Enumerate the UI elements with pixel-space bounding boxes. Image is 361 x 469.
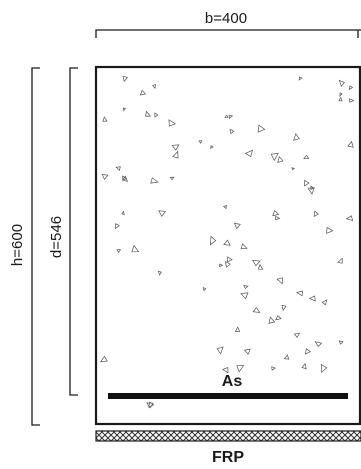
aggregate-speck — [252, 307, 261, 313]
aggregate-speck — [345, 215, 354, 221]
aggregate-speck — [308, 295, 316, 302]
aggregate-speck — [236, 365, 245, 373]
aggregate-speck — [274, 315, 282, 321]
aggregate-speck — [224, 114, 229, 118]
aggregate-speck — [283, 354, 290, 360]
concrete-aggregate-texture — [99, 75, 355, 409]
aggregate-speck — [272, 209, 280, 217]
aggregate-speck — [314, 341, 323, 347]
aggregate-speck — [275, 215, 281, 221]
aggregate-speck — [270, 152, 279, 162]
aggregate-speck — [347, 140, 354, 148]
aggregate-speck — [168, 119, 177, 127]
aggregate-speck — [99, 355, 108, 363]
aggregate-speck — [154, 112, 159, 118]
width-dimension: b=400 — [95, 10, 361, 38]
frp-strip — [95, 430, 361, 442]
aggregate-speck — [171, 144, 180, 151]
aggregate-speck — [115, 223, 120, 230]
aggregate-speck — [131, 244, 140, 253]
aggregate-speck — [157, 270, 162, 276]
aggregate-speck — [240, 243, 248, 250]
aggregate-speck — [226, 256, 233, 263]
aggregate-speck — [321, 363, 328, 373]
aggregate-speck — [145, 110, 152, 117]
aggregate-speck — [349, 98, 355, 103]
aggregate-speck — [228, 115, 234, 120]
effective-depth-dimension: d=546 — [48, 67, 78, 396]
aggregate-speck — [281, 304, 287, 312]
aggregate-speck — [243, 348, 251, 355]
aggregate-speck — [313, 210, 320, 218]
aggregate-speck — [158, 210, 167, 217]
aggregate-speck — [293, 133, 300, 141]
height-dimension: h=600 — [9, 67, 40, 426]
aggregate-speck — [102, 116, 108, 122]
aggregate-speck — [326, 226, 334, 234]
aggregate-speck — [198, 140, 203, 144]
aggregate-speck — [233, 222, 241, 230]
aggregate-speck — [150, 177, 159, 184]
aggregate-speck — [209, 235, 217, 246]
aggregate-speck — [291, 167, 296, 171]
aggregate-speck — [268, 316, 276, 324]
aggregate-speck — [276, 277, 284, 285]
aggregate-speck — [146, 402, 154, 409]
aggregate-speck — [152, 84, 156, 90]
aggregate-speck — [321, 299, 328, 306]
aggregate-speck — [122, 175, 128, 181]
aggregate-speck — [243, 285, 249, 290]
aggregate-speck — [121, 210, 125, 216]
width-label: b=400 — [205, 10, 247, 27]
aggregate-speck — [337, 257, 343, 264]
aggregate-speck — [257, 124, 266, 133]
aggregate-speck — [252, 259, 261, 267]
aggregate-speck — [338, 96, 343, 102]
aggregate-speck — [307, 187, 315, 195]
effective-depth-label: d=546 — [48, 216, 65, 258]
aggregate-speck — [115, 166, 121, 172]
aggregate-speck — [271, 366, 276, 371]
aggregate-speck — [101, 174, 109, 181]
height-label: h=600 — [9, 224, 26, 266]
aggregate-speck — [304, 179, 310, 187]
aggregate-speck — [223, 204, 227, 210]
aggregate-speck — [234, 326, 241, 332]
aggregate-speck — [244, 149, 253, 158]
aggregate-speck — [240, 292, 249, 300]
aggregate-speck — [169, 176, 175, 181]
aggregate-speck — [296, 290, 303, 297]
aggregate-speck — [257, 263, 264, 270]
aggregate-speck — [116, 249, 122, 254]
aggregate-speck — [222, 366, 229, 374]
aggregate-speck — [229, 128, 235, 135]
aggregate-speck — [122, 107, 126, 112]
aggregate-speck — [202, 287, 207, 292]
aggregate-speck — [224, 260, 231, 268]
aggregate-speck — [122, 75, 128, 83]
aggregate-speck — [293, 332, 301, 339]
aggregate-speck — [301, 362, 307, 370]
aggregate-speck — [348, 85, 354, 91]
aggregate-speck — [338, 79, 345, 87]
aggregate-speck — [298, 76, 303, 81]
steel-reinforcement-bar — [108, 393, 348, 399]
aggregate-speck — [223, 239, 231, 246]
aggregate-speck — [305, 348, 311, 355]
aggregate-speck — [277, 156, 284, 163]
aggregate-speck — [339, 92, 343, 97]
concrete-section — [94, 65, 361, 426]
aggregate-speck — [172, 150, 179, 159]
steel-area-label: As — [222, 373, 243, 390]
aggregate-speck — [139, 89, 147, 96]
aggregate-speck — [210, 145, 214, 149]
aggregate-speck — [338, 340, 344, 345]
aggregate-speck — [216, 346, 224, 355]
aggregate-speck — [219, 263, 224, 268]
frp-label: FRP — [212, 449, 244, 466]
aggregate-speck — [303, 154, 310, 159]
